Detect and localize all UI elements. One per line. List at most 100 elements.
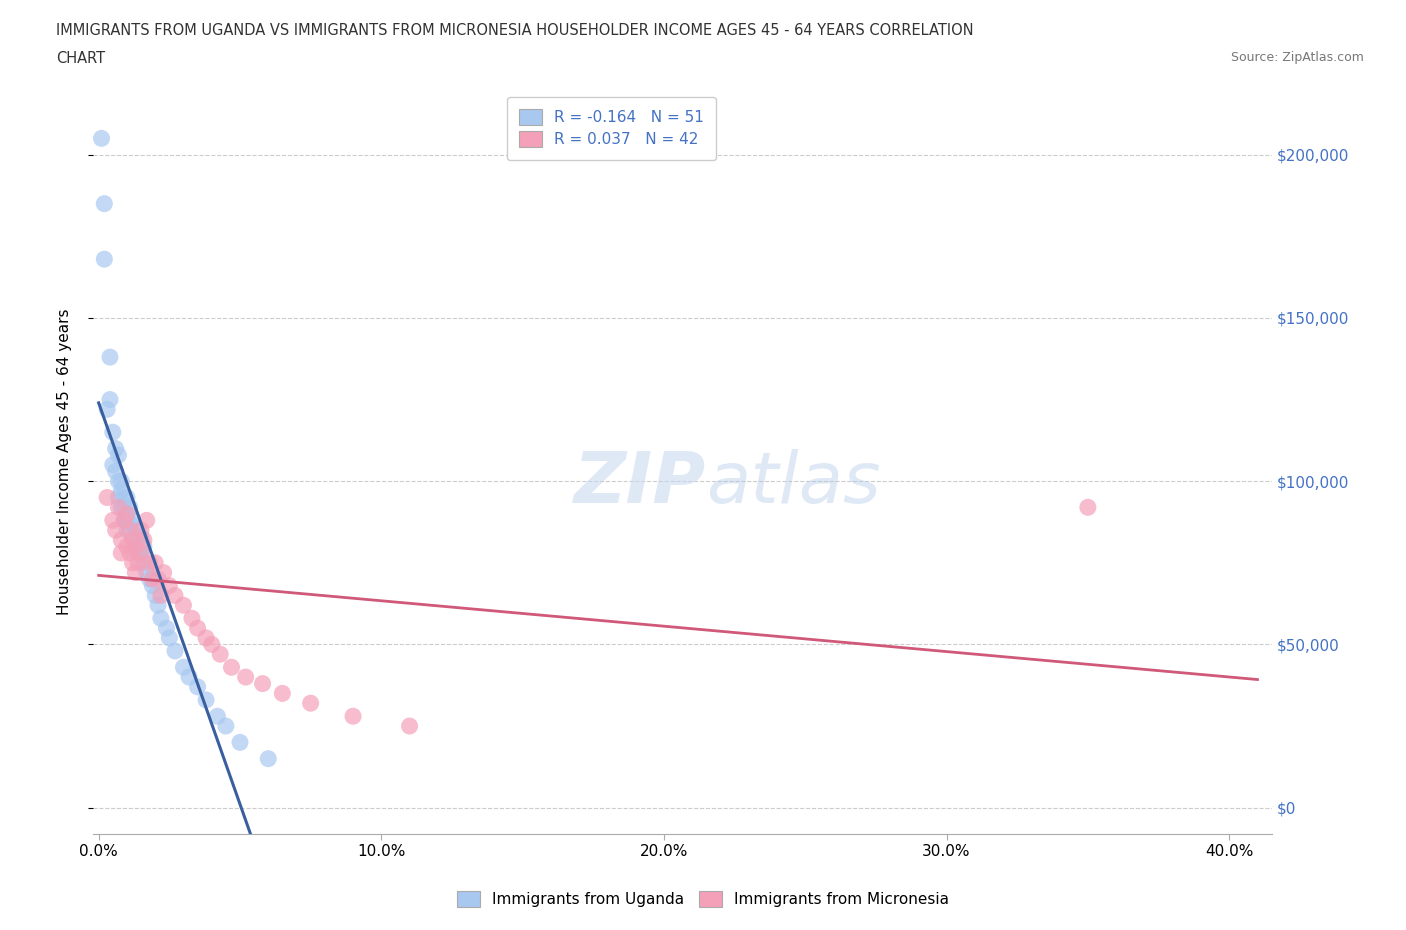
- Point: [129, 546, 152, 561]
- Point: [135, 513, 157, 528]
- Point: [209, 646, 232, 661]
- Point: [1077, 499, 1099, 514]
- Point: [96, 402, 118, 417]
- Point: [129, 523, 152, 538]
- Point: [229, 735, 252, 750]
- Point: [93, 252, 115, 267]
- Point: [124, 539, 146, 554]
- Point: [138, 572, 160, 587]
- Point: [201, 637, 224, 652]
- Point: [398, 719, 420, 734]
- Legend: Immigrants from Uganda, Immigrants from Micronesia: Immigrants from Uganda, Immigrants from …: [450, 884, 956, 913]
- Point: [118, 516, 141, 531]
- Point: [195, 693, 218, 708]
- Point: [138, 555, 160, 570]
- Point: [257, 751, 280, 766]
- Point: [121, 533, 143, 548]
- Text: CHART: CHART: [56, 51, 105, 66]
- Point: [93, 196, 115, 211]
- Legend: R = -0.164   N = 51, R = 0.037   N = 42: R = -0.164 N = 51, R = 0.037 N = 42: [506, 97, 716, 160]
- Point: [141, 572, 163, 587]
- Point: [187, 620, 209, 635]
- Point: [98, 392, 121, 407]
- Text: ZIP: ZIP: [574, 449, 706, 518]
- Y-axis label: Householder Income Ages 45 - 64 years: Householder Income Ages 45 - 64 years: [58, 309, 72, 615]
- Point: [107, 473, 129, 488]
- Point: [132, 555, 155, 570]
- Point: [124, 523, 146, 538]
- Point: [152, 565, 174, 580]
- Point: [124, 539, 146, 554]
- Point: [118, 546, 141, 561]
- Point: [271, 686, 294, 701]
- Point: [101, 425, 124, 440]
- Point: [157, 578, 180, 593]
- Point: [110, 499, 132, 514]
- Point: [342, 709, 364, 724]
- Point: [141, 578, 163, 593]
- Point: [107, 447, 129, 462]
- Point: [157, 631, 180, 645]
- Point: [107, 499, 129, 514]
- Point: [146, 572, 169, 587]
- Point: [104, 441, 127, 456]
- Point: [146, 598, 169, 613]
- Point: [112, 513, 135, 528]
- Point: [155, 620, 177, 635]
- Point: [179, 670, 201, 684]
- Point: [104, 523, 127, 538]
- Point: [115, 490, 138, 505]
- Point: [124, 565, 146, 580]
- Point: [187, 680, 209, 695]
- Point: [110, 533, 132, 548]
- Point: [149, 588, 172, 603]
- Point: [127, 546, 149, 561]
- Point: [118, 523, 141, 538]
- Point: [110, 473, 132, 488]
- Point: [195, 631, 218, 645]
- Point: [101, 458, 124, 472]
- Point: [118, 499, 141, 514]
- Point: [104, 464, 127, 479]
- Point: [143, 588, 166, 603]
- Point: [110, 546, 132, 561]
- Point: [127, 555, 149, 570]
- Point: [112, 513, 135, 528]
- Point: [299, 696, 322, 711]
- Point: [181, 611, 204, 626]
- Point: [129, 546, 152, 561]
- Point: [98, 350, 121, 365]
- Point: [235, 670, 257, 684]
- Text: IMMIGRANTS FROM UGANDA VS IMMIGRANTS FROM MICRONESIA HOUSEHOLDER INCOME AGES 45 : IMMIGRANTS FROM UGANDA VS IMMIGRANTS FRO…: [56, 23, 974, 38]
- Point: [121, 513, 143, 528]
- Point: [221, 660, 243, 675]
- Text: atlas: atlas: [706, 449, 880, 518]
- Point: [112, 490, 135, 505]
- Point: [163, 644, 186, 658]
- Point: [172, 660, 194, 675]
- Point: [107, 490, 129, 505]
- Point: [132, 539, 155, 554]
- Point: [143, 555, 166, 570]
- Point: [207, 709, 229, 724]
- Point: [115, 507, 138, 522]
- Point: [115, 523, 138, 538]
- Point: [121, 533, 143, 548]
- Text: Source: ZipAtlas.com: Source: ZipAtlas.com: [1230, 51, 1364, 64]
- Point: [252, 676, 274, 691]
- Point: [129, 529, 152, 544]
- Point: [172, 598, 194, 613]
- Point: [135, 565, 157, 580]
- Point: [90, 131, 112, 146]
- Point: [115, 513, 138, 528]
- Point: [112, 499, 135, 514]
- Point: [163, 588, 186, 603]
- Point: [132, 533, 155, 548]
- Point: [115, 507, 138, 522]
- Point: [101, 513, 124, 528]
- Point: [121, 555, 143, 570]
- Point: [215, 719, 238, 734]
- Point: [115, 539, 138, 554]
- Point: [96, 490, 118, 505]
- Point: [110, 484, 132, 498]
